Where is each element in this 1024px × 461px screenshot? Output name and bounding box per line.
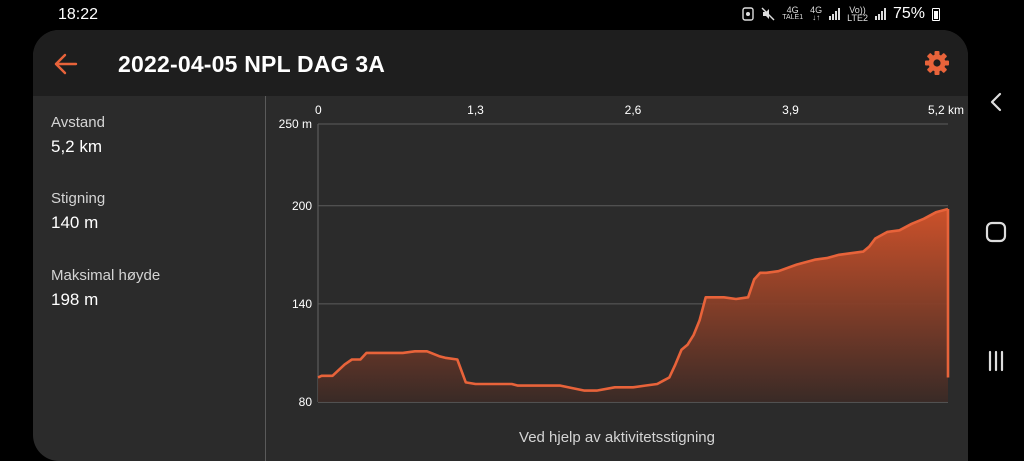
stat-ascent-label: Stigning <box>51 190 106 207</box>
status-bar: 18:22 4G TALE1 4G ↓↑ Vo)) LTE2 75% <box>0 0 968 30</box>
network-4g-1-label: 4G <box>786 5 799 15</box>
stat-ascent-value: 140 m <box>51 213 99 232</box>
stat-distance-label: Avstand <box>51 114 105 131</box>
volte-label: Vo)) <box>849 5 866 15</box>
signal-strength-2-icon <box>874 8 886 20</box>
stat-max-elevation: Maksimal høyde 198 m <box>51 267 160 310</box>
battery-percentage: 75% <box>892 5 925 22</box>
nav-back-button[interactable] <box>982 88 1010 116</box>
app-window: 2022-04-05 NPL DAG 3A Avstand <box>33 30 968 461</box>
nav-home-button[interactable] <box>982 218 1010 246</box>
chart-caption: Ved hjelp av aktivitetsstigning <box>519 429 715 446</box>
network-4g-2-label: 4G <box>810 5 823 15</box>
home-square-icon <box>985 221 1007 243</box>
panel-divider <box>265 96 266 461</box>
y-tick-label: 250 m <box>279 117 312 131</box>
data-arrows-icon: ↓↑ <box>812 13 821 22</box>
y-tick-label: 80 <box>299 395 313 409</box>
app-bar: 2022-04-05 NPL DAG 3A <box>33 30 968 96</box>
nav-recents-button[interactable] <box>982 347 1010 375</box>
signal-strength-1-icon <box>829 8 841 20</box>
network-4g-1: 4G TALE1 <box>782 6 803 22</box>
x-tick-label: 1,3 <box>467 103 484 117</box>
lte2-label: LTE2 <box>847 13 868 23</box>
x-tick-label: 2,6 <box>625 103 642 117</box>
x-tick-label: 0 <box>315 103 322 117</box>
settings-button[interactable] <box>922 48 952 78</box>
page-title: 2022-04-05 NPL DAG 3A <box>118 51 386 77</box>
status-icons: 4G TALE1 4G ↓↑ Vo)) LTE2 75% <box>742 5 940 23</box>
network-4g-1-sub: TALE1 <box>782 14 804 21</box>
stat-ascent: Stigning 140 m <box>51 190 105 233</box>
network-4g-2: 4G ↓↑ <box>810 6 822 22</box>
elevation-area <box>318 209 948 402</box>
sim-card-icon <box>742 7 754 21</box>
x-tick-label: 5,2 km <box>928 103 964 117</box>
mute-icon <box>761 7 775 21</box>
elevation-chart[interactable]: 250 m 200 140 80 0 1,3 2,6 3,9 5,2 km Ved hjelp … <box>266 96 968 461</box>
volte-indicator: Vo)) LTE2 <box>847 5 868 23</box>
system-nav-bar <box>968 0 1024 461</box>
stat-distance-value: 5,2 km <box>51 137 103 156</box>
status-time: 18:22 <box>58 6 99 23</box>
recents-icon <box>988 350 1004 372</box>
battery-icon <box>932 7 940 21</box>
stat-max-elevation-label: Maksimal høyde <box>51 267 161 284</box>
back-button[interactable] <box>51 49 81 79</box>
stats-panel: Avstand 5,2 km Stigning 140 m Maksimal h… <box>33 96 265 461</box>
y-tick-label: 140 <box>292 297 312 311</box>
stat-max-elevation-value: 198 m <box>51 290 99 309</box>
gear-icon <box>925 51 949 75</box>
chevron-left-icon <box>990 92 1002 112</box>
elevation-chart-svg: 250 m 200 140 80 0 1,3 2,6 3,9 5,2 km <box>279 103 964 409</box>
elevation-line <box>317 207 949 392</box>
arrow-left-icon <box>54 53 78 75</box>
stat-distance: Avstand 5,2 km <box>51 114 105 157</box>
y-tick-label: 200 <box>292 199 312 213</box>
x-tick-label: 3,9 <box>782 103 799 117</box>
